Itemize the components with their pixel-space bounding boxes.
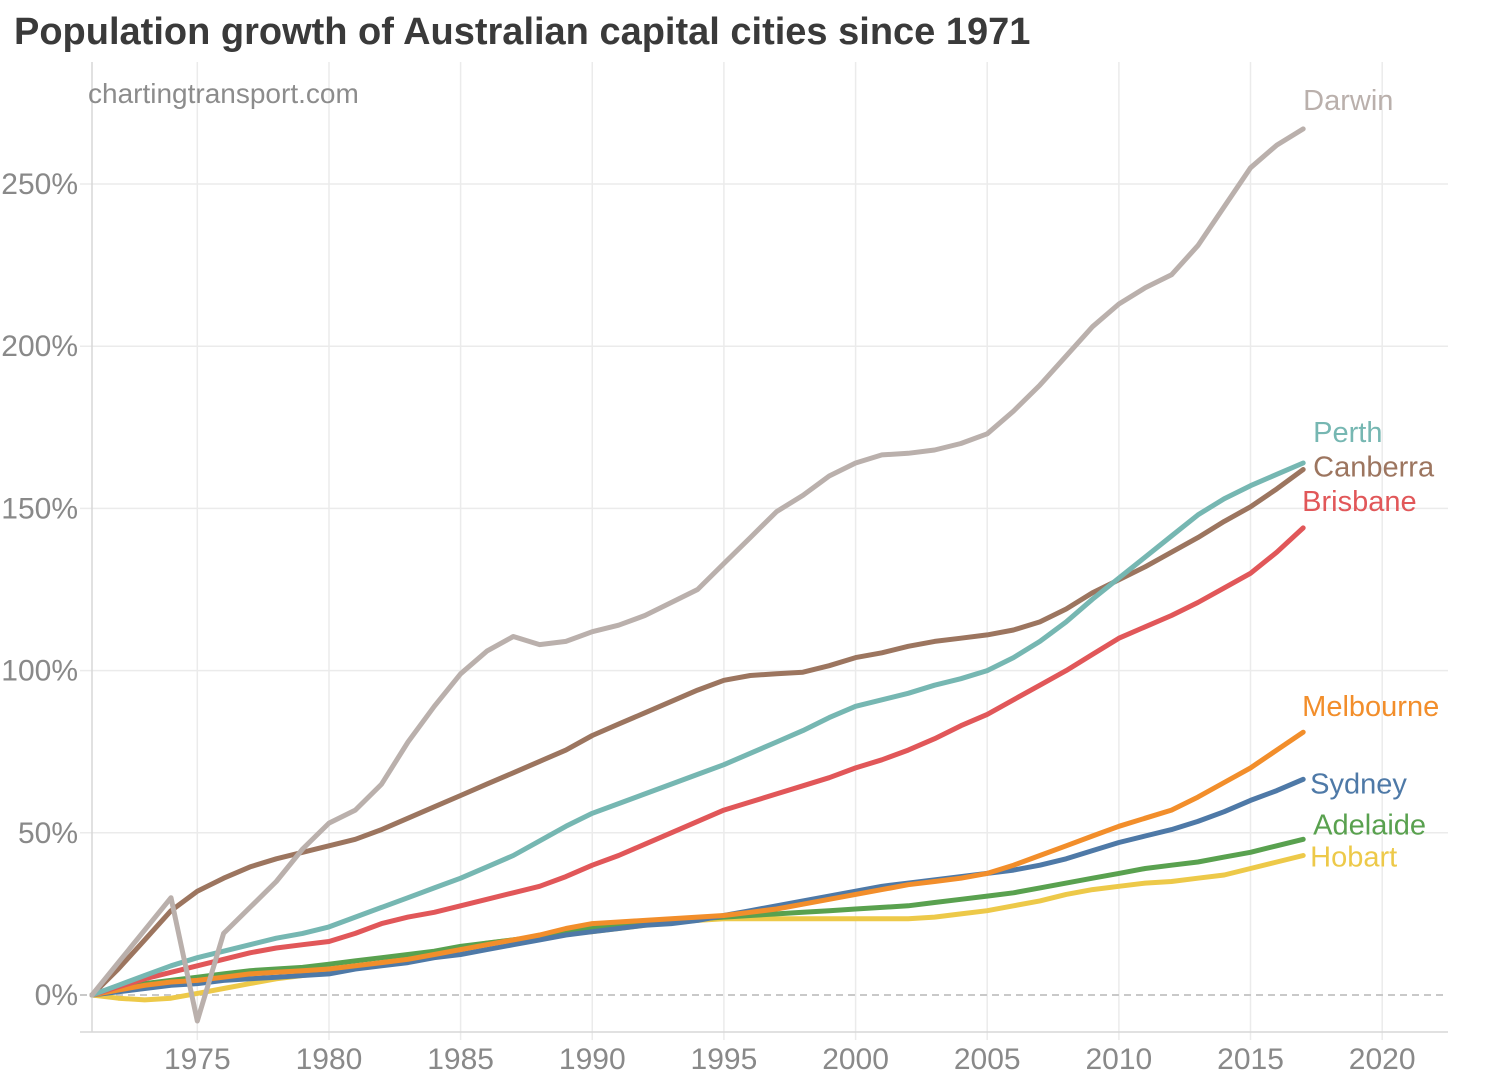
x-tick-label-1985: 1985 (427, 1043, 494, 1076)
series-label-hobart: Hobart (1310, 842, 1397, 874)
watermark: chartingtransport.com (88, 78, 359, 109)
y-tick-label-0: 0% (35, 979, 78, 1012)
grid-and-axes (80, 62, 1448, 1040)
line-melbourne (89, 729, 1306, 998)
series-label-canberra: Canberra (1313, 451, 1435, 483)
series-label-adelaide: Adelaide (1313, 809, 1426, 841)
series-label-sydney: Sydney (1310, 768, 1407, 800)
chart-title: Population growth of Australian capital … (14, 11, 1030, 53)
series-lines (89, 126, 1306, 1024)
line-sydney (89, 776, 1306, 998)
line-darwin (89, 126, 1306, 1024)
x-tick-label-2010: 2010 (1085, 1043, 1152, 1076)
x-axis-tick-labels: 1975 1980 1985 1990 1995 2000 2005 2010 2015 2020 (164, 1043, 1416, 1076)
series-label-darwin: Darwin (1303, 85, 1393, 117)
x-tick-label-1990: 1990 (559, 1043, 626, 1076)
x-tick-label-1980: 1980 (296, 1043, 363, 1076)
series-label-brisbane: Brisbane (1302, 486, 1416, 518)
x-tick-label-2000: 2000 (822, 1043, 889, 1076)
series-label-melbourne: Melbourne (1302, 691, 1439, 723)
y-tick-label-150: 150% (1, 492, 78, 525)
series-label-perth: Perth (1313, 417, 1382, 449)
y-tick-label-50: 50% (18, 817, 78, 850)
x-tick-label-2015: 2015 (1217, 1043, 1284, 1076)
line-brisbane (89, 525, 1306, 998)
x-tick-label-1975: 1975 (164, 1043, 231, 1076)
line-canberra (89, 467, 1306, 998)
y-tick-label-100: 100% (1, 655, 78, 688)
x-tick-label-1995: 1995 (691, 1043, 758, 1076)
y-tick-label-250: 250% (1, 168, 78, 201)
y-tick-label-200: 200% (1, 330, 78, 363)
x-tick-label-2020: 2020 (1349, 1043, 1416, 1076)
line-perth (89, 460, 1306, 998)
x-tick-label-2005: 2005 (954, 1043, 1021, 1076)
y-axis-tick-labels: 0% 50% 100% 150% 200% 250% (1, 168, 78, 1012)
